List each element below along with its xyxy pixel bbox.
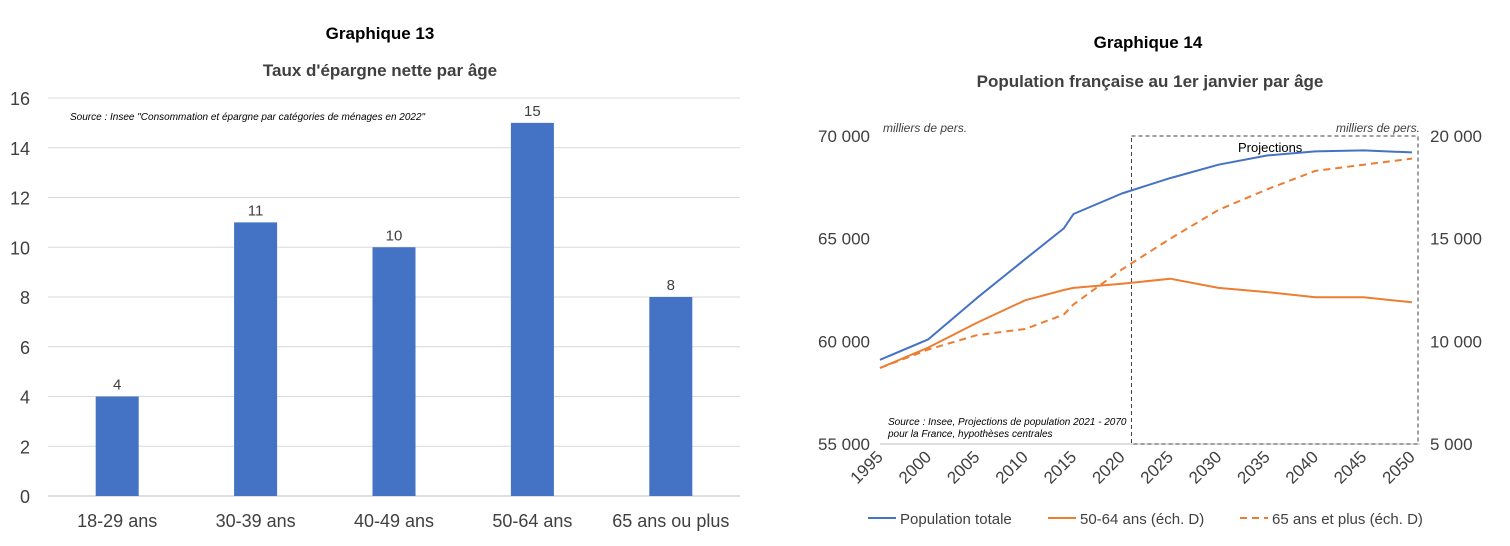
- bar: [234, 222, 278, 496]
- y-tick-label: 4: [20, 388, 30, 408]
- bar-value-label: 15: [524, 103, 541, 120]
- chart-14: Graphique 14 Population française au 1er…: [818, 33, 1482, 528]
- bar-value-label: 4: [113, 377, 121, 394]
- x-tick-label: 2035: [1234, 447, 1274, 487]
- x-tick-label: 2010: [992, 447, 1032, 487]
- chart-14-unit-right: milliers de pers.: [1336, 121, 1420, 135]
- y-tick-label: 12: [10, 189, 30, 209]
- projection-label: Projections: [1238, 140, 1303, 155]
- chart-14-y-axis-right: 5 000 10 000 15 000 20 000: [1430, 127, 1482, 454]
- series-line: [879, 157, 1413, 369]
- x-tick-label: 2045: [1330, 447, 1370, 487]
- bar-value-label: 10: [386, 227, 403, 244]
- x-tick-label: 2005: [943, 447, 983, 487]
- chart-14-source-line1: Source : Insee, Projections de populatio…: [888, 417, 1127, 428]
- y-left-tick-label: 55 000: [818, 435, 870, 454]
- x-category-label: 18-29 ans: [77, 511, 157, 531]
- legend-label: 65 ans et plus (éch. D): [1272, 511, 1423, 528]
- x-tick-label: 2015: [1040, 447, 1080, 487]
- bar: [372, 247, 416, 496]
- chart-13-bars: 4 11 10 15 8: [95, 103, 693, 496]
- chart-13-title: Taux d'épargne nette par âge: [263, 61, 497, 80]
- chart-14-y-axis-left: 55 000 60 000 65 000 70 000: [818, 127, 870, 454]
- bar-value-label: 8: [667, 277, 675, 294]
- x-tick-label: 2050: [1379, 447, 1419, 487]
- x-tick-label: 2030: [1185, 447, 1225, 487]
- bar: [649, 297, 693, 496]
- chart-14-figure-label: Graphique 14: [1094, 33, 1203, 52]
- bar: [510, 122, 554, 496]
- y-right-tick-label: 5 000: [1430, 435, 1473, 454]
- chart-14-series: [879, 149, 1413, 369]
- bar-value-label: 11: [248, 202, 264, 219]
- chart-14-title: Population française au 1er janvier par …: [977, 72, 1324, 91]
- series-line: [879, 277, 1413, 369]
- y-right-tick-label: 20 000: [1430, 127, 1482, 146]
- y-left-tick-label: 60 000: [818, 332, 870, 351]
- x-tick-label: 2025: [1137, 447, 1177, 487]
- chart-13-x-axis: 18-29 ans 30-39 ans 40-49 ans 50-64 ans 65 a…: [77, 511, 729, 531]
- x-category-label: 30-39 ans: [216, 511, 296, 531]
- legend-label: Population totale: [900, 511, 1012, 528]
- chart-13-y-axis: 0 2 4 6 8 10 12 14 16: [10, 89, 30, 507]
- y-tick-label: 6: [20, 338, 30, 358]
- chart-13-source: Source : Insee "Consommation et épargne …: [70, 112, 426, 123]
- y-right-tick-label: 10 000: [1430, 332, 1482, 351]
- chart-14-x-axis: 1995 2000 2005 2010 2015 2020 2025 2030 2035 2040…: [847, 447, 1419, 487]
- y-tick-label: 2: [20, 437, 30, 457]
- y-left-tick-label: 70 000: [818, 127, 870, 146]
- y-tick-label: 14: [10, 139, 30, 159]
- y-right-tick-label: 15 000: [1430, 230, 1482, 249]
- projection-box: [1130, 135, 1419, 445]
- y-tick-label: 16: [10, 89, 30, 109]
- bar: [95, 396, 139, 496]
- legend-label: 50-64 ans (éch. D): [1080, 511, 1204, 528]
- x-tick-label: 2020: [1088, 447, 1128, 487]
- chart-13: Graphique 13 Taux d'épargne nette par âg…: [10, 24, 740, 531]
- x-tick-label: 2000: [895, 447, 935, 487]
- series-line: [879, 149, 1413, 361]
- chart-14-legend: Population totale 50-64 ans (éch. D) 65 an…: [868, 511, 1423, 528]
- x-tick-label: 2040: [1282, 447, 1322, 487]
- x-category-label: 40-49 ans: [354, 511, 434, 531]
- y-tick-label: 0: [20, 487, 30, 507]
- y-left-tick-label: 65 000: [818, 230, 870, 249]
- x-category-label: 50-64 ans: [492, 511, 572, 531]
- y-tick-label: 8: [20, 288, 30, 308]
- chart-13-figure-label: Graphique 13: [326, 24, 435, 43]
- y-tick-label: 10: [10, 238, 30, 258]
- chart-14-unit-left: milliers de pers.: [883, 121, 967, 135]
- chart-14-source-line2: pour la France, hypothèses centrales: [887, 429, 1053, 440]
- x-category-label: 65 ans ou plus: [612, 511, 729, 531]
